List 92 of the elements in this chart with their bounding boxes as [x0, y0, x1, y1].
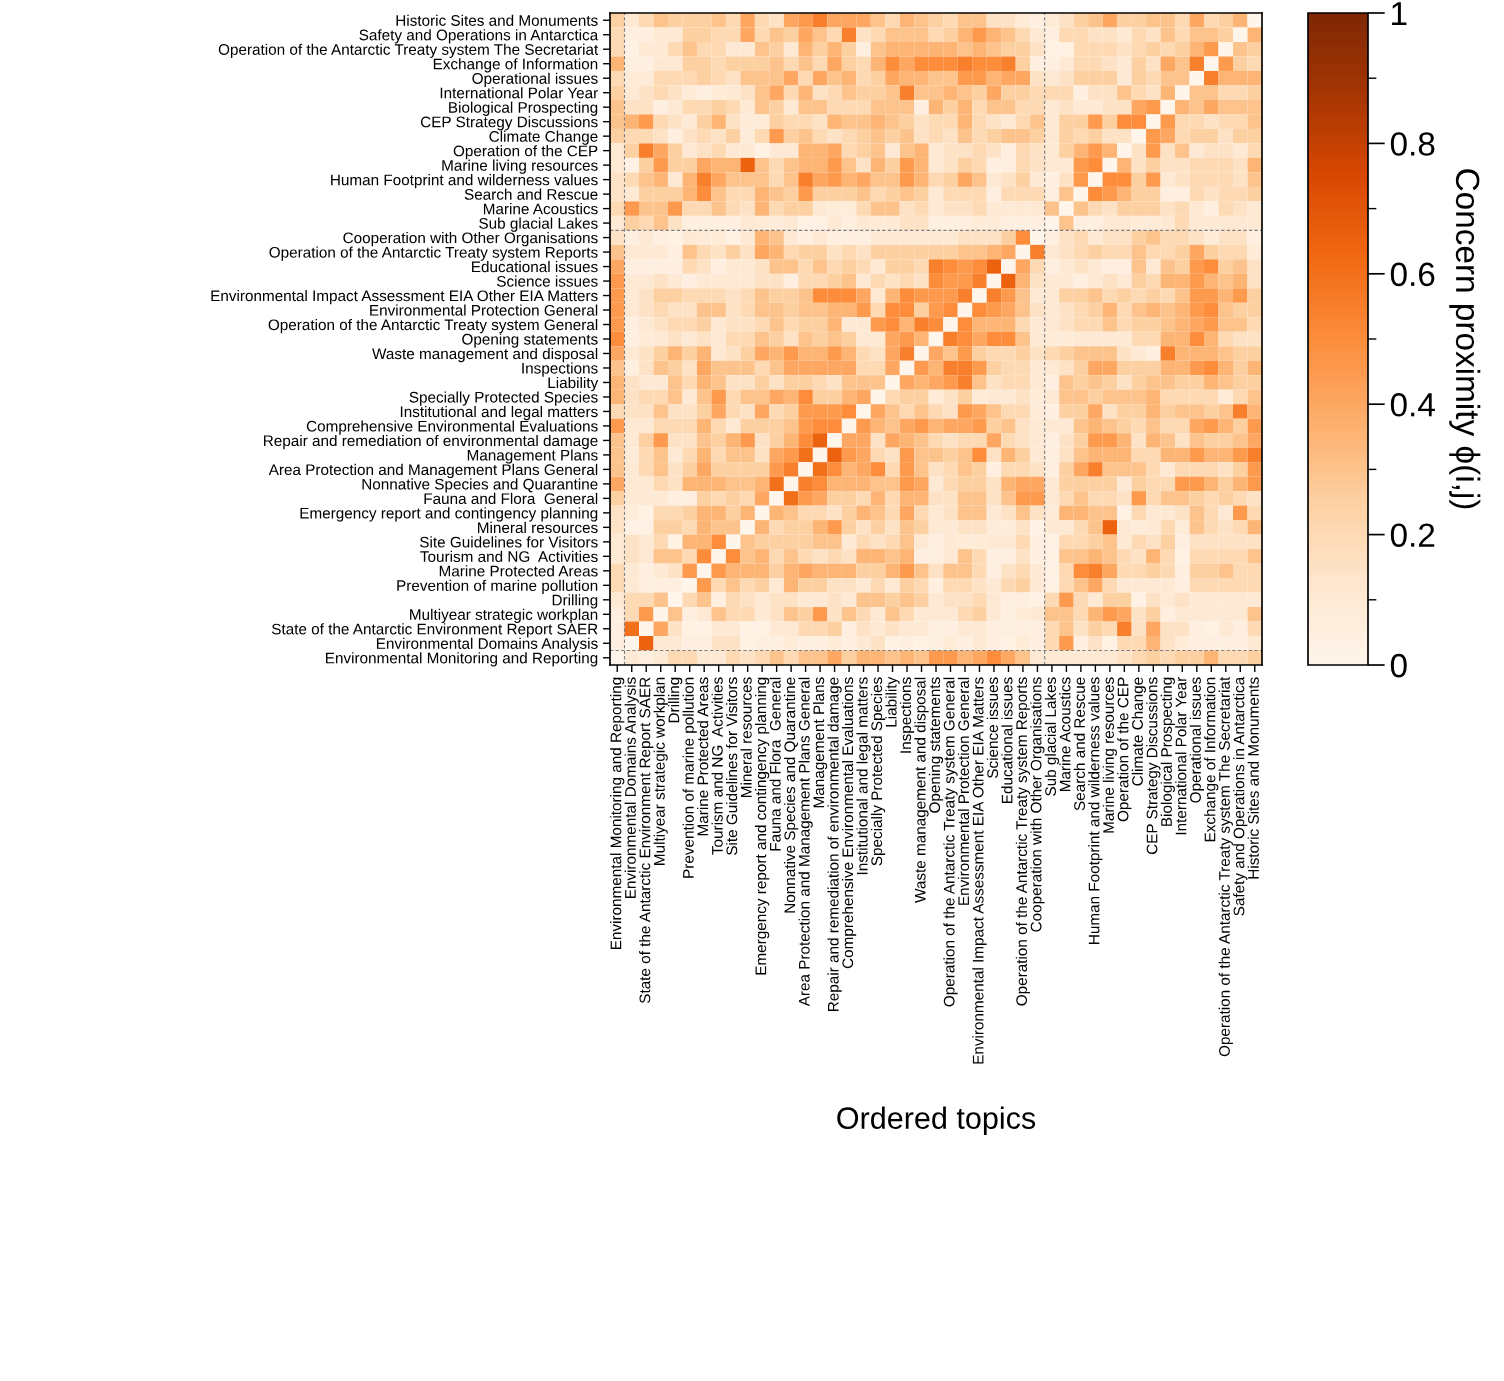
- x-tick-label: Operational issues: [1189, 677, 1204, 803]
- y-tick-label: Human Footprint and wilderness values: [331, 174, 598, 189]
- x-tick-label: Search and Rescue: [1073, 677, 1085, 811]
- y-tick-label: Operation of the Antarctic Treaty system Reports: [269, 246, 598, 261]
- x-tick-label: Educational issues: [1001, 677, 1013, 803]
- x-tick-label: Operation of the Antarctic Treaty system General: [943, 677, 958, 1007]
- y-tick-label: Operation of the CEP: [453, 145, 598, 160]
- x-tick-label: Historic Sites and Monuments: [1247, 677, 1259, 879]
- y-tick-label: State of the Antarctic Environment Report SAER: [271, 623, 598, 638]
- y-tick-label: Opening statements: [462, 333, 598, 348]
- x-tick-label: Comprehensive Environmental Evaluations: [841, 677, 857, 969]
- x-tick-label: Institutional and legal matters: [856, 677, 871, 875]
- y-tick-label: Safety and Operations in Antarctica: [359, 29, 599, 44]
- color-bar-label: 0.4: [1390, 393, 1435, 417]
- x-tick-label: Science issues: [986, 677, 999, 779]
- x-tick-label: Operation of the Antarctic Treaty system Reports: [1015, 677, 1031, 1006]
- y-tick-label: Biological Prospecting: [449, 101, 598, 116]
- y-tick-label: Operational issues: [472, 72, 598, 87]
- y-tick-label: Science issues: [496, 275, 598, 287]
- x-tick-label: Environmental Impact Assessment EIA Other EIA Matters: [972, 677, 987, 1064]
- color-bar-label: 0.2: [1390, 523, 1435, 548]
- x-tick-label: CEP Strategy Discussions: [1146, 677, 1161, 855]
- y-tick-label: Inspections: [522, 362, 598, 377]
- x-tick-label: Cooperation with Other Organisations: [1030, 677, 1045, 932]
- y-tick-label: Environmental Monitoring and Reporting: [326, 652, 598, 667]
- x-tick-label: Opening statements: [928, 677, 944, 813]
- y-tick-label: Management Plans: [467, 449, 598, 464]
- y-tick-label: Fauna and Flora General: [424, 492, 598, 505]
- y-tick-label: Historic Sites and Monuments: [396, 14, 598, 26]
- x-tick-label: Drilling: [668, 677, 683, 723]
- x-tick-label: International Polar Year: [1175, 677, 1187, 835]
- x-tick-label: Marine living resources: [1102, 677, 1117, 833]
- x-tick-label: Sub glacial Lakes: [1044, 677, 1060, 796]
- x-tick-label: Human Footprint and wilderness values: [1088, 677, 1103, 944]
- color-bar-label: 0: [1390, 653, 1407, 678]
- x-tick-label: Climate Change: [1131, 677, 1146, 786]
- y-tick-label: Educational issues: [472, 261, 598, 273]
- color-bar-label: 1: [1392, 2, 1407, 26]
- y-tick-label: Tourism and NG Activities: [420, 550, 598, 563]
- color-bar-title: Concern proximity ϕ(i,j): [1449, 169, 1481, 509]
- y-tick-label: Cooperation with Other Organisations: [343, 232, 598, 247]
- color-bar-label: 0.8: [1390, 132, 1435, 156]
- y-tick-label: Environmental Protection General: [370, 304, 598, 316]
- y-tick-label: Marine living resources: [442, 159, 598, 174]
- x-tick-label: Biological Prospecting: [1160, 677, 1175, 826]
- x-tick-label: Management Plans: [812, 677, 828, 808]
- y-tick-label: Environmental Domains Analysis: [376, 637, 598, 652]
- y-tick-label: Sub glacial Lakes: [479, 217, 598, 232]
- x-tick-label: Nonnative Species and Quarantine: [783, 677, 799, 913]
- y-tick-label: Institutional and legal matters: [400, 405, 598, 421]
- y-tick-label: Site Guidelines for Visitors: [420, 536, 598, 548]
- x-tick-label: Environmental Protection General: [957, 677, 970, 905]
- x-tick-label: Inspections: [899, 677, 915, 753]
- x-tick-label: Operation of the Antarctic Treaty system The Secretariat: [1218, 676, 1233, 1057]
- x-axis-title: Ordered topics: [837, 1106, 1036, 1135]
- y-tick-label: Climate Change: [489, 130, 598, 145]
- y-tick-label: Operation of the Antarctic Treaty system General: [268, 318, 598, 334]
- y-tick-label: Environmental Impact Assessment EIA Other EIA Matters: [211, 290, 598, 305]
- y-tick-label: Mineral resources: [478, 521, 598, 534]
- y-tick-label: Emergency report and contingency planning: [300, 507, 598, 522]
- y-tick-label: Specially Protected Species: [409, 391, 598, 406]
- x-tick-label: Area Protection and Management Plans General: [798, 677, 813, 1007]
- x-tick-label: Specially Protected Species: [870, 677, 886, 866]
- x-tick-label: Safety and Operations in Antarctica: [1233, 676, 1248, 916]
- y-tick-label: Repair and remediation of environmental damage: [264, 434, 598, 450]
- x-tick-label: Site Guidelines for Visitors: [726, 677, 738, 855]
- x-tick-label: Waste management and disposal: [914, 677, 929, 903]
- y-tick-label: Area Protection and Management Plans General: [268, 463, 598, 479]
- x-tick-label: Fauna and Flora General: [769, 677, 781, 851]
- x-tick-label: Marine Protected Areas: [697, 677, 709, 836]
- color-bar-label: 0.6: [1390, 262, 1435, 287]
- x-tick-label: Marine Acoustics: [1059, 677, 1071, 792]
- x-tick-label: Operation of the CEP: [1117, 677, 1132, 822]
- y-tick-label: Search and Rescue: [464, 188, 598, 200]
- x-tick-label: Exchange of Information: [1204, 677, 1219, 842]
- y-tick-label: Comprehensive Environmental Evaluations: [306, 420, 598, 435]
- y-tick-label: Marine Acoustics: [483, 203, 598, 215]
- x-tick-label: Repair and remediation of environmental damage: [827, 677, 842, 1011]
- y-tick-label: Exchange of Information: [433, 58, 598, 73]
- y-tick-label: Drilling: [552, 594, 598, 609]
- y-tick-label: Liability: [548, 376, 599, 392]
- y-tick-label: Nonnative Species and Quarantine: [362, 478, 598, 493]
- x-tick-label: Liability: [885, 676, 900, 727]
- x-tick-label: Mineral resources: [740, 677, 752, 797]
- y-tick-label: International Polar Year: [440, 87, 598, 99]
- y-tick-label: Multiyear strategic workplan: [410, 608, 598, 623]
- y-tick-label: Prevention of marine pollution: [397, 579, 598, 595]
- y-tick-label: Operation of the Antarctic Treaty system The Secretariat: [218, 43, 599, 58]
- y-tick-label: Marine Protected Areas: [439, 565, 598, 577]
- x-tick-label: Tourism and NG Activities: [711, 677, 723, 855]
- y-tick-label: Waste management and disposal: [372, 347, 598, 363]
- y-tick-label: CEP Strategy Discussions: [420, 116, 598, 131]
